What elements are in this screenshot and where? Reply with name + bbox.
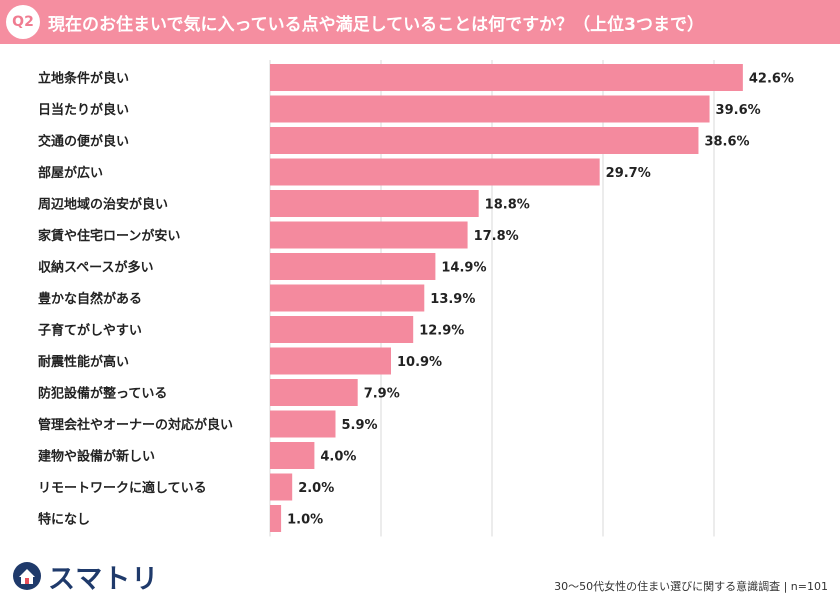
value-label: 1.0%	[287, 513, 323, 528]
category-label: 立地条件が良い	[38, 71, 129, 87]
bar	[270, 284, 425, 312]
bar	[270, 379, 358, 406]
value-label: 7.9%	[364, 387, 400, 402]
value-label: 2.0%	[298, 481, 334, 496]
bar	[270, 473, 293, 501]
category-label: 日当たりが良い	[38, 102, 129, 118]
category-label: 子育てがしやすい	[38, 323, 142, 339]
bar	[270, 95, 710, 123]
bar	[270, 190, 479, 217]
category-label: 周辺地域の治安が良い	[38, 197, 168, 213]
value-label: 18.8%	[485, 198, 530, 213]
bar	[270, 410, 336, 438]
category-label: 豊かな自然がある	[38, 291, 142, 307]
value-label: 14.9%	[441, 261, 486, 276]
bar	[270, 347, 391, 375]
category-label: 交通の便が良い	[38, 134, 129, 150]
category-label: 特になし	[38, 512, 90, 528]
question-badge: Q2	[6, 5, 40, 39]
bar	[270, 64, 743, 91]
header-banner: Q2 現在のお住まいで気に入っている点や満足していることは何ですか？（上位3つま…	[0, 0, 840, 44]
logo-text: スマトリ	[48, 563, 160, 595]
value-label: 12.9%	[419, 324, 464, 339]
category-label: 防犯設備が整っている	[38, 386, 167, 402]
value-label: 13.9%	[430, 292, 475, 307]
bar	[270, 316, 414, 343]
category-label: リモートワークに適している	[38, 480, 207, 496]
question-text: 現在のお住まいで気に入っている点や満足していることは何ですか？（上位3つまで）	[48, 14, 704, 35]
bar	[270, 158, 600, 186]
value-label: 39.6%	[716, 103, 761, 118]
bar	[270, 505, 282, 532]
bar	[270, 221, 468, 249]
value-label: 4.0%	[320, 450, 356, 465]
bar	[270, 253, 436, 280]
house-icon	[13, 562, 41, 590]
category-label: 部屋が広い	[38, 165, 103, 181]
category-label: 耐震性能が高い	[38, 354, 129, 370]
category-label: 管理会社やオーナーの対応が良い	[38, 417, 233, 433]
category-label: 収納スペースが多い	[38, 260, 153, 276]
survey-note: 30～50代女性の住まい選びに関する意識調査 | n=101	[554, 580, 828, 593]
bar	[270, 127, 699, 154]
logo: スマトリ	[12, 558, 160, 595]
category-label: 家賃や住宅ローンが安い	[38, 228, 180, 244]
value-label: 5.9%	[341, 418, 377, 433]
value-label: 29.7%	[606, 166, 651, 181]
category-label: 建物や設備が新しい	[38, 449, 155, 465]
value-label: 38.6%	[704, 135, 749, 150]
value-label: 10.9%	[397, 355, 442, 370]
value-label: 42.6%	[749, 72, 794, 87]
bar	[270, 442, 315, 469]
value-label: 17.8%	[474, 229, 519, 244]
